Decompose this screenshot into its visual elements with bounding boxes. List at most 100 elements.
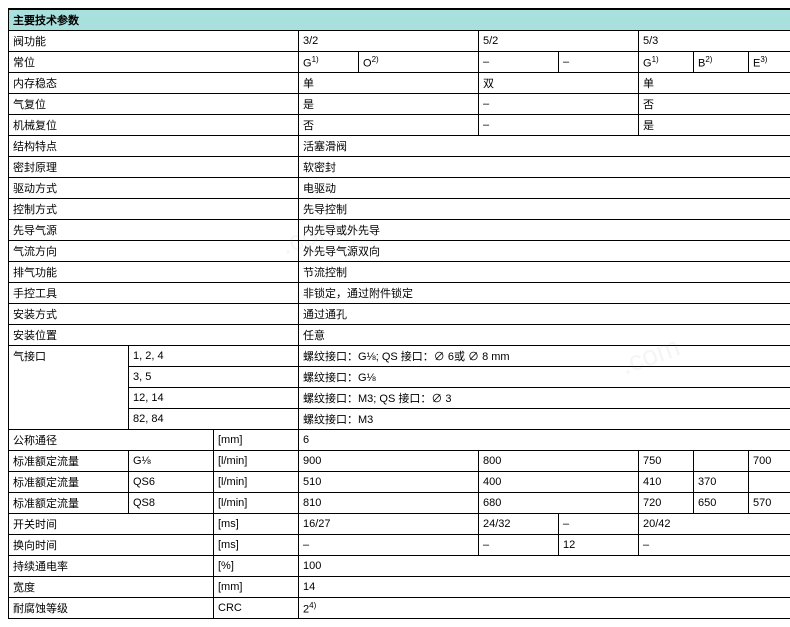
cell: 510: [299, 472, 479, 493]
cell-label: 标准额定流量: [9, 493, 129, 514]
cell: 6: [299, 430, 790, 451]
cell: 双: [479, 73, 639, 94]
cell: QS6: [129, 472, 214, 493]
cell: G⅛: [129, 451, 214, 472]
cell: [749, 472, 790, 493]
cell: 先导控制: [299, 199, 790, 220]
cell-label: 排气功能: [9, 262, 299, 283]
func-label: 阀功能: [9, 31, 299, 52]
row-reverse: 换向时间 [ms] – – 12 –: [9, 535, 790, 556]
row-seal: 密封原理软密封: [9, 157, 790, 178]
cell: 螺纹接口：M3; QS 接口：∅ 3: [299, 388, 790, 409]
row-port-4: 82, 84 螺纹接口：M3: [9, 409, 790, 430]
cell: 内先导或外先导: [299, 220, 790, 241]
cell-label: 持续通电率: [9, 556, 214, 577]
cell: 680: [479, 493, 639, 514]
row-mem: 内存稳态 单 双 单: [9, 73, 790, 94]
cell: 单: [299, 73, 479, 94]
cell-label: 耐腐蚀等级: [9, 598, 214, 619]
cell: 12, 14: [129, 388, 299, 409]
cell: 370: [694, 472, 749, 493]
cell-label: 气复位: [9, 94, 299, 115]
cell: 900: [299, 451, 479, 472]
cell-label: 标准额定流量: [9, 472, 129, 493]
col-53: 5/3: [639, 31, 790, 52]
cell: 750: [639, 451, 694, 472]
cell-unit: [ms]: [214, 535, 299, 556]
cell: 电驱动: [299, 178, 790, 199]
cell-empty: [9, 388, 129, 409]
cell: 1, 2, 4: [129, 346, 299, 367]
cell-label: 驱动方式: [9, 178, 299, 199]
cell: 82, 84: [129, 409, 299, 430]
row-nominal: 公称通径 [mm] 6: [9, 430, 790, 451]
cell: 螺纹接口：G⅛; QS 接口：∅ 6或 ∅ 8 mm: [299, 346, 790, 367]
row-flow2: 标准额定流量 QS6 [l/min] 510 400 410 370: [9, 472, 790, 493]
cell: 通过通孔: [299, 304, 790, 325]
cell: 24/32: [479, 514, 559, 535]
cell: 活塞滑阀: [299, 136, 790, 157]
cell: –: [559, 514, 639, 535]
cell-unit: [l/min]: [214, 493, 299, 514]
cell-label: 内存稳态: [9, 73, 299, 94]
row-switch: 开关时间 [ms] 16/27 24/32 – 20/42: [9, 514, 790, 535]
cell: [694, 451, 749, 472]
table-title: 主要技术参数: [9, 9, 790, 31]
col-32: 3/2: [299, 31, 479, 52]
cell: 节流控制: [299, 262, 790, 283]
cell: 任意: [299, 325, 790, 346]
cell: 否: [299, 115, 479, 136]
cell: 16/27: [299, 514, 479, 535]
cell: 810: [299, 493, 479, 514]
cell: 100: [299, 556, 790, 577]
cell: 是: [299, 94, 479, 115]
row-crc: 耐腐蚀等级 CRC 24): [9, 598, 790, 619]
cell: G1): [639, 52, 694, 73]
row-exhaust: 排气功能节流控制: [9, 262, 790, 283]
cell: 3, 5: [129, 367, 299, 388]
cell: –: [559, 52, 639, 73]
cell-unit: CRC: [214, 598, 299, 619]
cell-label: 宽度: [9, 577, 214, 598]
cell-unit: [l/min]: [214, 451, 299, 472]
row-drive: 驱动方式电驱动: [9, 178, 790, 199]
cell-label: 先导气源: [9, 220, 299, 241]
cell-label: 手控工具: [9, 283, 299, 304]
cell: 24): [299, 598, 790, 619]
spec-table: 主要技术参数 阀功能 3/2 5/2 5/3 常位 G1) O2) – – G1…: [8, 8, 790, 619]
row-duty: 持续通电率 [%] 100: [9, 556, 790, 577]
cell: 12: [559, 535, 639, 556]
cell: –: [479, 115, 639, 136]
row-port-3: 12, 14 螺纹接口：M3; QS 接口：∅ 3: [9, 388, 790, 409]
row-pos: 安装位置任意: [9, 325, 790, 346]
cell: –: [299, 535, 479, 556]
cell-label: 气接口: [9, 346, 129, 367]
cell: 螺纹接口：M3: [299, 409, 790, 430]
cell: 螺纹接口：G⅛: [299, 367, 790, 388]
row-width: 宽度 [mm] 14: [9, 577, 790, 598]
cell: B2): [694, 52, 749, 73]
cell-label: 安装方式: [9, 304, 299, 325]
cell-label: 机械复位: [9, 115, 299, 136]
cell: –: [479, 52, 559, 73]
row-port-2: 3, 5 螺纹接口：G⅛: [9, 367, 790, 388]
row-mount: 安装方式通过通孔: [9, 304, 790, 325]
cell: G1): [299, 52, 359, 73]
cell: –: [479, 94, 639, 115]
cell: 单: [639, 73, 790, 94]
cell: E3): [749, 52, 790, 73]
cell-label: 密封原理: [9, 157, 299, 178]
title-row: 主要技术参数: [9, 9, 790, 31]
cell-label: 换向时间: [9, 535, 214, 556]
cell: 410: [639, 472, 694, 493]
cell-label: 常位: [9, 52, 299, 73]
cell: –: [639, 535, 790, 556]
cell-empty: [9, 409, 129, 430]
row-control: 控制方式先导控制: [9, 199, 790, 220]
cell: 650: [694, 493, 749, 514]
cell: 14: [299, 577, 790, 598]
cell: 外先导气源双向: [299, 241, 790, 262]
cell-unit: [mm]: [214, 430, 299, 451]
cell-unit: [mm]: [214, 577, 299, 598]
cell-empty: [9, 367, 129, 388]
